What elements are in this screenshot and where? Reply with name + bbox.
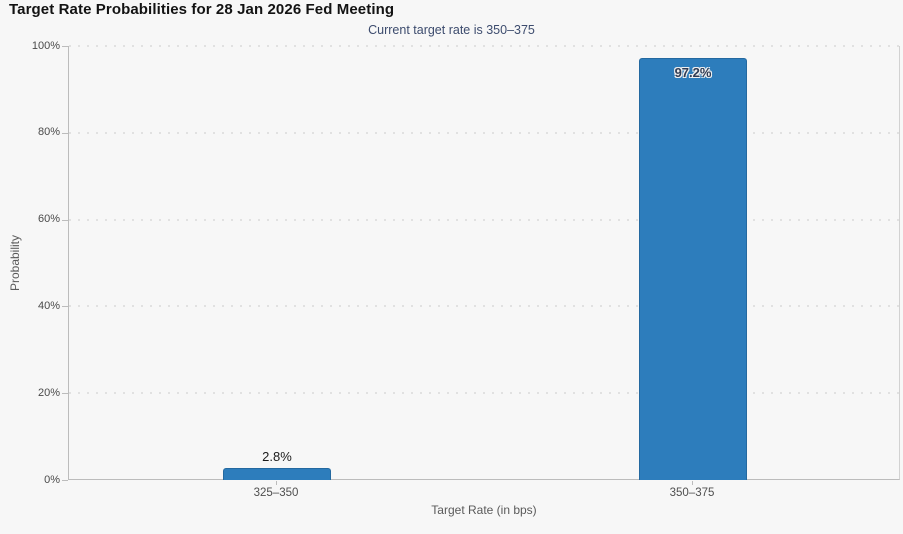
y-tick-mark — [62, 306, 68, 308]
chart-title: Target Rate Probabilities for 28 Jan 202… — [9, 1, 395, 18]
y-tick-label: 60% — [37, 213, 60, 226]
x-tick-mark — [692, 481, 693, 485]
y-tick-label: 100% — [31, 39, 60, 52]
gridline-100pct — [69, 45, 899, 47]
x-tick-label: 350–375 — [669, 487, 715, 499]
y-axis-title: Probability — [8, 234, 22, 292]
y-tick-mark — [62, 219, 68, 221]
y-tick-mark — [62, 46, 68, 47]
bar-325–350[interactable] — [223, 467, 331, 480]
x-axis-title: Target Rate (in bps) — [431, 503, 537, 517]
x-tick-label: 325–350 — [253, 487, 299, 499]
y-tick-label: 0% — [44, 473, 60, 486]
gridline-20pct — [69, 392, 899, 395]
gridline-80pct — [69, 131, 899, 134]
y-tick-label: 20% — [37, 386, 60, 399]
bar-value-label: 97.2% — [674, 65, 712, 81]
y-tick-mark — [62, 132, 68, 134]
y-tick-label: 80% — [37, 126, 60, 139]
bar-350–375[interactable] — [639, 58, 747, 480]
plot-area: 2.8% 97.2% — [68, 45, 900, 480]
y-tick-mark — [62, 393, 68, 395]
y-tick-label: 40% — [37, 299, 60, 312]
y-tick-mark — [62, 480, 68, 481]
gridline-60pct — [69, 218, 899, 221]
gridline-40pct — [69, 305, 899, 308]
bar-value-label: 2.8% — [262, 448, 292, 464]
x-tick-mark — [276, 481, 277, 485]
chart-subtitle: Current target rate is 350–375 — [368, 23, 535, 37]
